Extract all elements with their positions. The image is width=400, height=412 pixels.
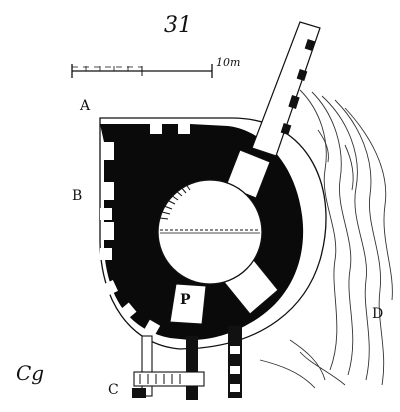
- scale-bar-label: 10m: [216, 56, 240, 69]
- stair-hatching: [159, 182, 191, 220]
- signature-mark: Cg: [16, 361, 44, 385]
- passage-p: [169, 283, 207, 325]
- crenellation-notches: [100, 208, 161, 337]
- south-walls: [132, 326, 242, 400]
- label-b: B: [72, 188, 82, 204]
- northeast-wall: [251, 21, 321, 157]
- label-p: P: [180, 292, 191, 308]
- outer-enclosure-wall: [99, 117, 327, 350]
- label-d: D: [372, 306, 383, 322]
- figure-number: 31: [164, 13, 192, 38]
- label-a: A: [79, 98, 91, 114]
- central-court: [157, 179, 263, 285]
- northeast-wall-masonry: [280, 39, 316, 135]
- scale-bar: 10m: [71, 56, 240, 78]
- terrain-contours: [259, 89, 393, 389]
- label-c: C: [108, 382, 119, 398]
